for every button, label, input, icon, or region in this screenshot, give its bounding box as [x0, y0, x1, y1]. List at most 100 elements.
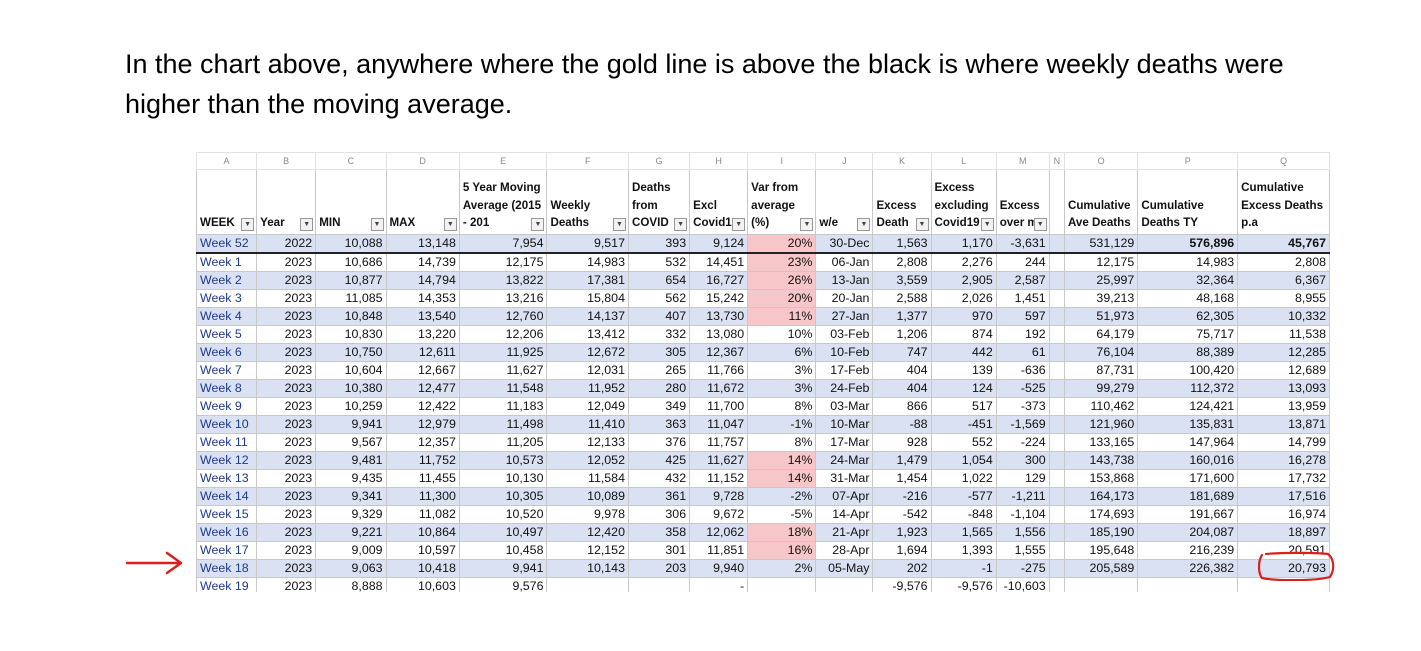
table-cell[interactable]: 195,648: [1063, 541, 1139, 560]
table-cell[interactable]: 21-Apr: [815, 523, 874, 542]
table-cell[interactable]: [1048, 433, 1065, 452]
table-cell[interactable]: 03-Mar: [815, 397, 874, 416]
table-cell[interactable]: 11,752: [385, 451, 460, 470]
table-cell[interactable]: 27-Jan: [815, 307, 874, 326]
table-cell[interactable]: 11,584: [546, 469, 629, 488]
table-cell[interactable]: 14,137: [546, 307, 629, 326]
table-cell[interactable]: 75,717: [1137, 325, 1239, 344]
table-cell[interactable]: 12,979: [385, 415, 460, 434]
table-cell[interactable]: 124: [930, 379, 997, 398]
table-cell[interactable]: 20-Jan: [815, 289, 874, 308]
table-cell[interactable]: 1,923: [872, 523, 932, 542]
table-cell[interactable]: 45,767: [1237, 234, 1330, 254]
table-cell[interactable]: 9,009: [315, 541, 387, 560]
table-cell[interactable]: 13,220: [385, 325, 460, 344]
table-cell[interactable]: 425: [627, 451, 691, 470]
table-cell[interactable]: 8%: [747, 397, 817, 416]
table-cell[interactable]: 531,129: [1063, 234, 1139, 254]
table-cell[interactable]: 12,760: [458, 307, 548, 326]
table-cell[interactable]: 13,540: [385, 307, 460, 326]
table-cell[interactable]: -1,569: [995, 415, 1050, 434]
filter-dropdown-icon[interactable]: ▼: [241, 218, 255, 231]
table-cell[interactable]: [1048, 577, 1065, 592]
table-cell[interactable]: 11,455: [385, 469, 460, 488]
table-cell[interactable]: 2,588: [872, 289, 932, 308]
table-cell[interactable]: 139: [930, 361, 997, 380]
table-cell[interactable]: 244: [995, 252, 1050, 272]
table-cell[interactable]: 3,559: [872, 271, 932, 290]
table-cell[interactable]: -1,211: [995, 487, 1050, 506]
table-cell[interactable]: 866: [872, 397, 932, 416]
table-cell[interactable]: 03-Feb: [815, 325, 874, 344]
table-cell[interactable]: 15,804: [546, 289, 629, 308]
table-cell[interactable]: [1048, 469, 1065, 488]
table-cell[interactable]: 13,412: [546, 325, 629, 344]
table-cell[interactable]: 14,799: [1237, 433, 1330, 452]
table-cell[interactable]: 407: [627, 307, 691, 326]
table-cell[interactable]: 6,367: [1237, 271, 1330, 290]
table-cell[interactable]: 1,454: [872, 469, 932, 488]
table-cell[interactable]: 1,479: [872, 451, 932, 470]
table-cell[interactable]: 203: [627, 559, 691, 578]
table-cell[interactable]: 1,054: [930, 451, 997, 470]
table-cell[interactable]: 171,600: [1137, 469, 1239, 488]
table-cell[interactable]: 11,700: [689, 397, 749, 416]
table-cell[interactable]: 13,871: [1237, 415, 1330, 434]
table-cell[interactable]: Week 1: [196, 252, 258, 272]
table-cell[interactable]: 562: [627, 289, 691, 308]
table-cell[interactable]: 10,750: [315, 343, 387, 362]
table-cell[interactable]: -525: [995, 379, 1050, 398]
table-cell[interactable]: 25,997: [1063, 271, 1139, 290]
table-cell[interactable]: 204,087: [1137, 523, 1239, 542]
table-cell[interactable]: 3%: [747, 379, 817, 398]
table-cell[interactable]: 2023: [256, 361, 317, 380]
table-cell[interactable]: 14-Apr: [815, 505, 874, 524]
table-cell[interactable]: 13,959: [1237, 397, 1330, 416]
table-cell[interactable]: 14,353: [385, 289, 460, 308]
table-cell[interactable]: -10,603: [995, 577, 1050, 592]
table-cell[interactable]: 185,190: [1063, 523, 1139, 542]
table-cell[interactable]: 39,213: [1063, 289, 1139, 308]
table-cell[interactable]: 7,954: [458, 234, 548, 254]
filter-dropdown-icon[interactable]: ▼: [857, 218, 871, 231]
table-cell[interactable]: 11,300: [385, 487, 460, 506]
table-cell[interactable]: 147,964: [1137, 433, 1239, 452]
filter-dropdown-icon[interactable]: ▼: [612, 218, 626, 231]
table-cell[interactable]: 2,905: [930, 271, 997, 290]
table-cell[interactable]: 11,627: [689, 451, 749, 470]
table-cell[interactable]: 15,242: [689, 289, 749, 308]
table-cell[interactable]: 13,093: [1237, 379, 1330, 398]
table-cell[interactable]: 17,381: [546, 271, 629, 290]
table-cell[interactable]: 76,104: [1063, 343, 1139, 362]
table-cell[interactable]: 12,206: [458, 325, 548, 344]
table-cell[interactable]: 2023: [256, 559, 317, 578]
table-cell[interactable]: 1,170: [930, 234, 997, 254]
table-cell[interactable]: -216: [872, 487, 932, 506]
table-cell[interactable]: 305: [627, 343, 691, 362]
table-cell[interactable]: 20,591: [1237, 541, 1330, 560]
table-cell[interactable]: 376: [627, 433, 691, 452]
table-cell[interactable]: 14,794: [385, 271, 460, 290]
filter-dropdown-icon[interactable]: ▼: [443, 218, 457, 231]
table-cell[interactable]: [1048, 415, 1065, 434]
table-cell[interactable]: 143,738: [1063, 451, 1139, 470]
table-cell[interactable]: 404: [872, 379, 932, 398]
table-cell[interactable]: 6%: [747, 343, 817, 362]
table-cell[interactable]: 11,766: [689, 361, 749, 380]
table-cell[interactable]: 16,727: [689, 271, 749, 290]
table-cell[interactable]: 13,080: [689, 325, 749, 344]
table-cell[interactable]: [1048, 271, 1065, 290]
table-cell[interactable]: Week 7: [196, 361, 258, 380]
table-cell[interactable]: 9,941: [315, 415, 387, 434]
table-cell[interactable]: 31-Mar: [815, 469, 874, 488]
table-cell[interactable]: 10%: [747, 325, 817, 344]
table-cell[interactable]: 14%: [747, 451, 817, 470]
table-cell[interactable]: 05-May: [815, 559, 874, 578]
table-cell[interactable]: 2023: [256, 289, 317, 308]
table-cell[interactable]: 205,589: [1063, 559, 1139, 578]
table-cell[interactable]: [815, 577, 874, 592]
table-cell[interactable]: 2,587: [995, 271, 1050, 290]
table-cell[interactable]: [1048, 252, 1065, 272]
table-cell[interactable]: 07-Apr: [815, 487, 874, 506]
table-cell[interactable]: Week 18: [196, 559, 258, 578]
